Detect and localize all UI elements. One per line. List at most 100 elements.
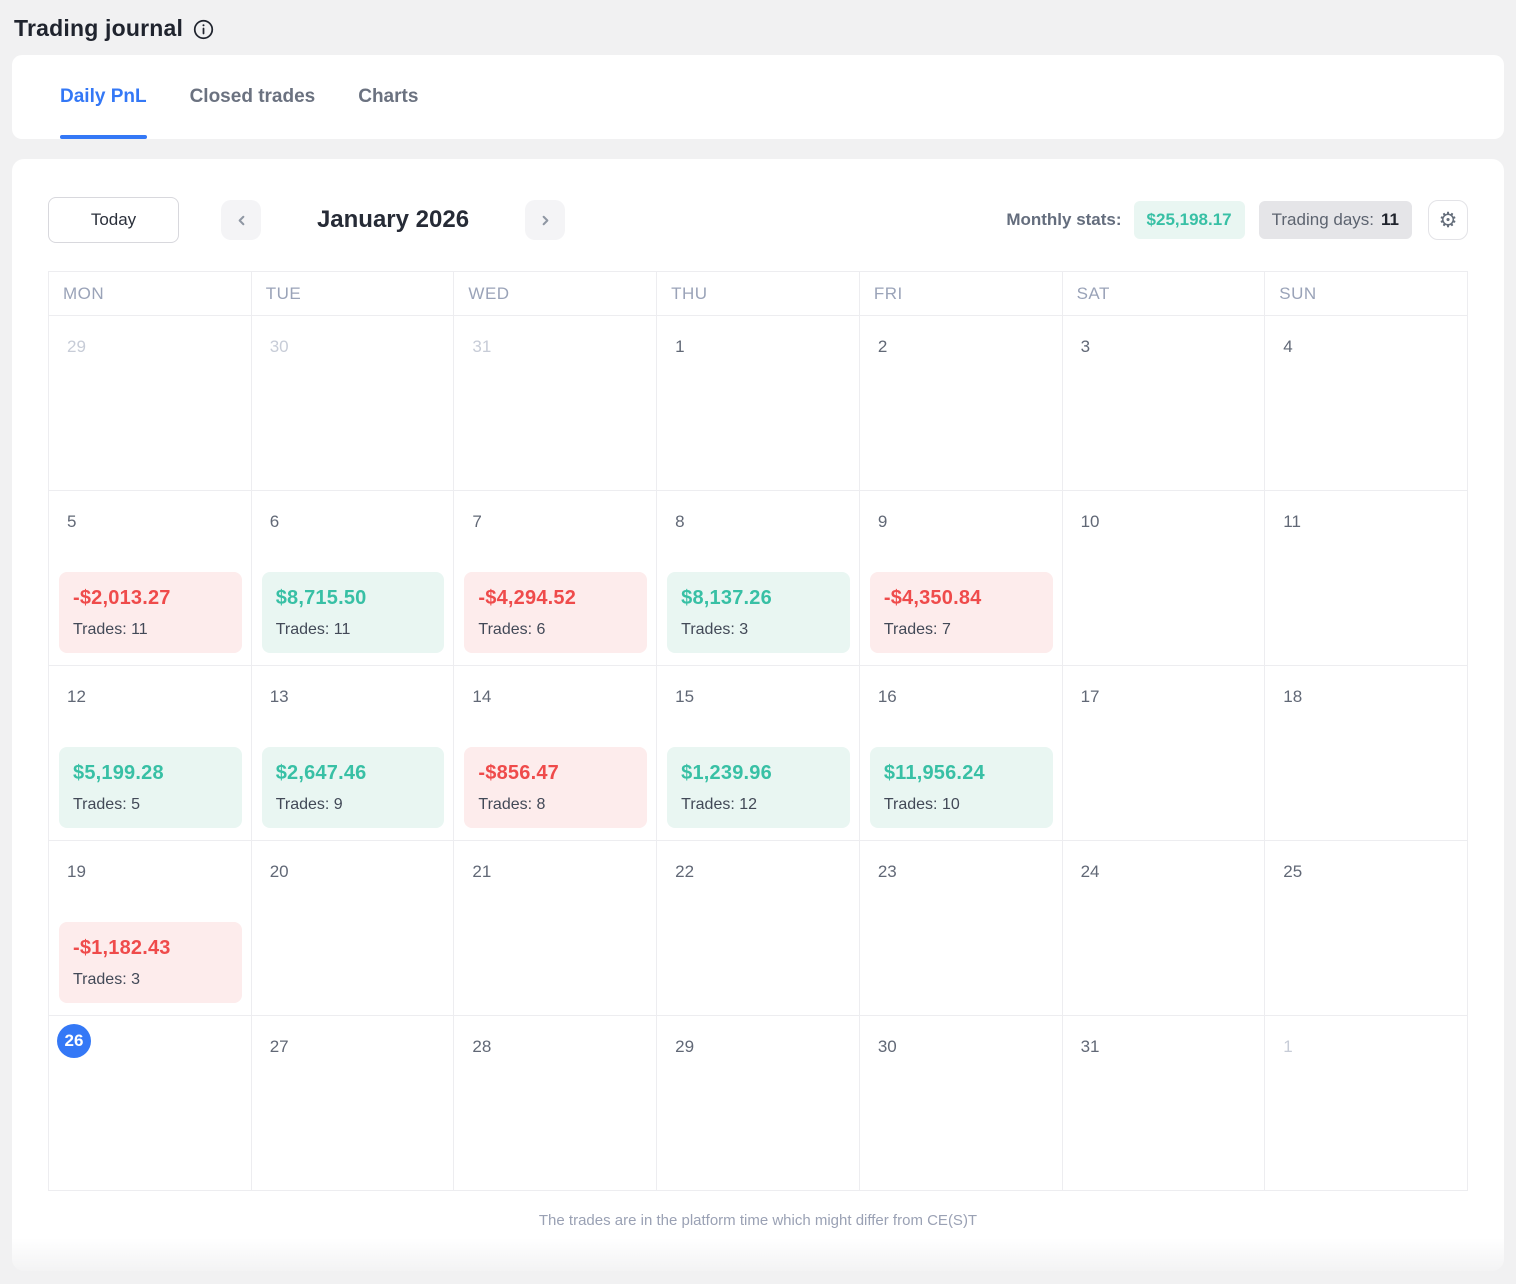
pnl-value: -$856.47 [478,762,559,784]
day-cell[interactable]: 27 [251,1016,455,1191]
day-number: 5 [67,512,77,531]
day-cell[interactable]: 31 [1062,1016,1266,1191]
pnl-badge: -$4,294.52 Trades: 6 [464,572,648,653]
day-cell[interactable]: 11 [1265,491,1468,666]
day-cell[interactable]: 5 -$2,013.27 Trades: 11 [49,491,252,666]
tab-closed-trades[interactable]: Closed trades [189,86,316,107]
day-cell[interactable]: 20 [251,841,455,1016]
pnl-value: -$4,350.84 [883,587,982,609]
day-number: 31 [472,337,492,356]
pnl-value: $2,647.46 [275,762,367,784]
calendar-grid: 29 30 31 1 2 3 4 5 -$2,013.27 Trades: 11 6 $8,715.5… [49,316,1468,1191]
day-number: 25 [1283,862,1303,881]
day-number: 31 [1080,1037,1100,1056]
day-cell[interactable]: 6 $8,715.50 Trades: 11 [251,491,455,666]
pnl-value: -$2,013.27 [73,587,171,609]
pnl-badge: -$1,182.43 Trades: 3 [59,922,242,1003]
month-title: January 2026 [316,206,470,233]
day-cell[interactable]: 21 [454,841,658,1016]
day-number: 20 [269,862,289,881]
day-number: 1 [1283,1037,1293,1056]
day-cell[interactable]: 10 [1062,491,1266,666]
day-number: 9 [877,512,888,531]
day-cell[interactable]: 22 [657,841,860,1016]
info-icon[interactable] [193,19,214,40]
day-cell[interactable]: 29 [49,316,252,491]
day-number: 28 [472,1037,492,1056]
tab-charts[interactable]: Charts [358,86,419,107]
pnl-badge: $11,956.24 Trades: 10 [869,747,1053,828]
pnl-badge: $5,199.28 Trades: 5 [59,747,242,828]
day-cell[interactable]: 1 [657,316,860,491]
trades-count: Trades: 5 [73,796,140,813]
day-cell[interactable]: 29 [657,1016,860,1191]
day-number: 8 [675,512,685,531]
day-number: 3 [1080,337,1091,356]
trades-count: Trades: 8 [478,796,546,813]
day-number: 13 [269,687,289,706]
day-cell[interactable]: 2 [859,316,1063,491]
day-cell[interactable]: 28 [454,1016,658,1191]
day-cell[interactable]: 16 $11,956.24 Trades: 10 [859,666,1063,841]
day-number: 18 [1283,687,1303,706]
day-number: 16 [877,687,897,706]
today-button[interactable]: Today [48,197,179,243]
day-cell[interactable]: 8 $8,137.26 Trades: 3 [657,491,860,666]
pnl-value: $5,199.28 [73,762,164,784]
weekday-header: THU [657,272,860,316]
weekday-header: MON [49,272,252,316]
day-number: 10 [1080,512,1100,531]
day-cell[interactable]: 1 [1265,1016,1468,1191]
day-cell[interactable]: 14 -$856.47 Trades: 8 [454,666,658,841]
day-number: 29 [67,337,86,356]
previous-month-button[interactable] [221,200,261,240]
day-cell[interactable]: 30 [251,316,455,491]
calendar: MON TUE WED THU FRI SAT SUN 29 30 31 1 2 3 4 5 -$2,013… [48,271,1468,1191]
day-number: 22 [675,862,695,881]
weekday-row: MON TUE WED THU FRI SAT SUN [49,272,1468,316]
day-cell[interactable]: 18 [1265,666,1468,841]
settings-button[interactable]: ⚙ [1428,200,1468,240]
day-cell[interactable]: 30 [859,1016,1063,1191]
day-cell[interactable]: 26 [49,1016,252,1191]
page-title: Trading journal [14,15,184,41]
day-cell[interactable]: 9 -$4,350.84 Trades: 7 [859,491,1063,666]
gear-icon: ⚙ [1438,207,1458,232]
monthly-pnl-badge: $25,198.17 [1133,201,1245,239]
pnl-badge: -$2,013.27 Trades: 11 [59,572,242,653]
pnl-badge: $1,239.96 Trades: 12 [667,747,850,828]
today-day-number: 26 [57,1024,91,1058]
day-cell[interactable]: 13 $2,647.46 Trades: 9 [251,666,455,841]
day-cell[interactable]: 3 [1062,316,1266,491]
day-cell[interactable]: 17 [1062,666,1266,841]
pnl-badge: $8,715.50 Trades: 11 [261,572,445,653]
monthly-stats-label: Monthly stats: [1006,210,1122,229]
day-number: 15 [675,687,695,706]
day-cell[interactable]: 31 [454,316,658,491]
trades-count: Trades: 11 [275,621,351,638]
next-month-button[interactable] [525,200,565,240]
day-cell[interactable]: 4 [1265,316,1468,491]
day-cell[interactable]: 7 -$4,294.52 Trades: 6 [454,491,658,666]
day-number: 14 [472,687,492,706]
pnl-badge: $8,137.26 Trades: 3 [667,572,850,653]
day-number: 1 [675,337,685,356]
pnl-value: $1,239.96 [681,762,772,784]
day-number: 6 [269,512,280,531]
daily-pnl-panel: Today January 2026 Monthly stats: $25,19… [12,159,1504,1271]
day-cell[interactable]: 19 -$1,182.43 Trades: 3 [49,841,252,1016]
day-cell[interactable]: 15 $1,239.96 Trades: 12 [657,666,860,841]
page-header: Trading journal [0,0,1516,42]
day-cell[interactable]: 25 [1265,841,1468,1016]
tab-daily-pnl[interactable]: Daily PnL [60,55,147,139]
day-number: 19 [67,862,86,881]
day-cell[interactable]: 24 [1062,841,1266,1016]
day-cell[interactable]: 12 $5,199.28 Trades: 5 [49,666,252,841]
day-number: 21 [472,862,492,881]
weekday-header: SUN [1265,272,1468,316]
trades-count: Trades: 6 [478,621,546,638]
day-cell[interactable]: 23 [859,841,1063,1016]
day-number: 24 [1080,862,1100,881]
pnl-badge: -$856.47 Trades: 8 [464,747,648,828]
pnl-badge: -$4,350.84 Trades: 7 [869,572,1053,653]
